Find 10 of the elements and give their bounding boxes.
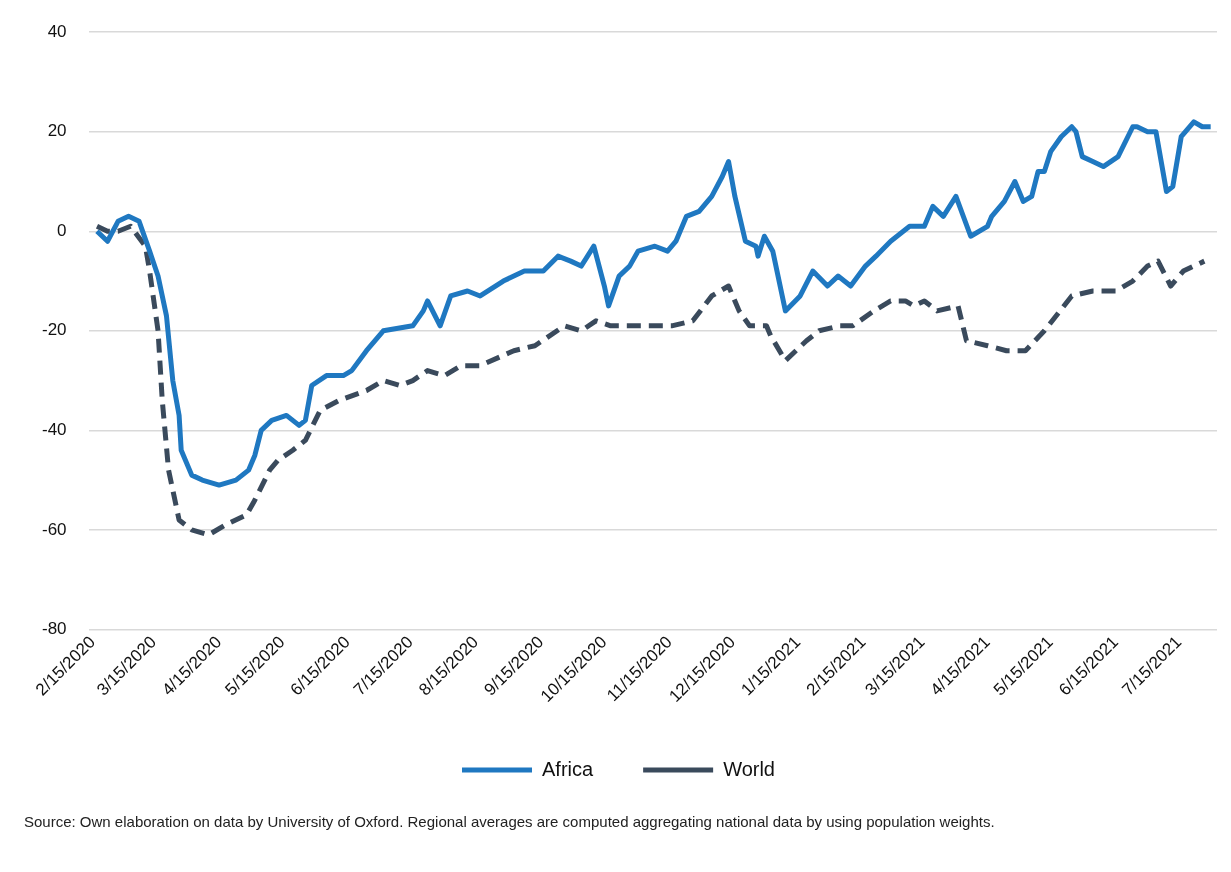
y-tick-label: -40 [41, 420, 67, 440]
y-tick-label: 40 [47, 21, 67, 41]
source-note: Source: Own elaboration on data by University of Oxford. Regional averages are computed aggregating national data by using population weights. [24, 812, 996, 832]
legend-label: World [723, 757, 775, 780]
y-tick-label: 20 [47, 121, 67, 141]
y-tick-label: -60 [41, 519, 67, 539]
legend-label: Africa [542, 757, 595, 780]
y-tick-label: -20 [41, 320, 67, 340]
y-tick-label: 0 [57, 220, 67, 240]
y-tick-label: -80 [41, 619, 67, 639]
